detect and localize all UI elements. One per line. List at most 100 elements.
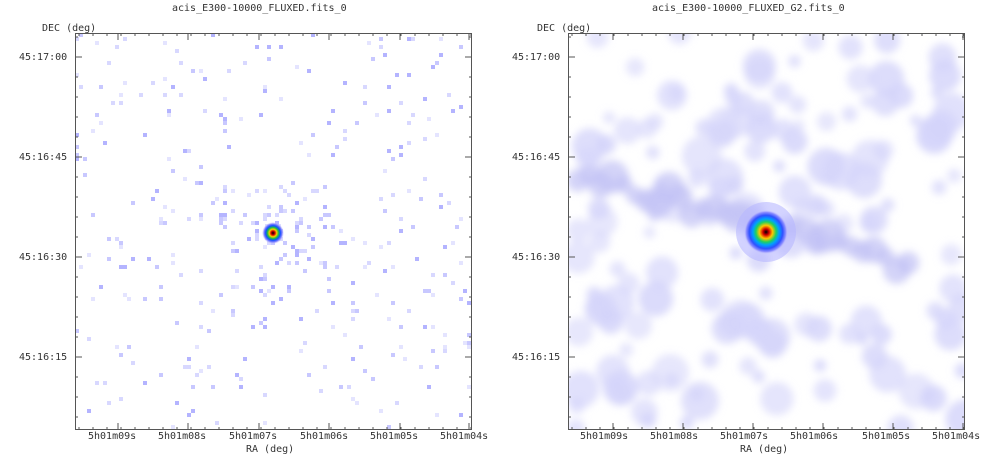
right-y-tick-label: 45:16:45 xyxy=(512,152,561,163)
photon-pixel xyxy=(243,357,247,361)
photon-pixel xyxy=(371,57,375,61)
photon-pixel xyxy=(307,69,311,73)
photon-pixel xyxy=(351,301,355,305)
photon-pixel xyxy=(335,265,339,269)
photon-pixel xyxy=(443,333,447,337)
left-x-tick-label: 5h01m07s xyxy=(229,431,278,442)
photon-pixel xyxy=(143,381,147,385)
photon-pixel xyxy=(379,45,383,49)
photon-pixel xyxy=(215,421,219,425)
photon-pixel xyxy=(399,325,403,329)
emission-blob xyxy=(773,160,786,173)
photon-pixel xyxy=(211,33,215,37)
photon-pixel xyxy=(303,197,307,201)
photon-pixel xyxy=(283,241,287,245)
photon-pixel xyxy=(263,325,267,329)
photon-pixel xyxy=(259,265,263,269)
photon-pixel xyxy=(75,153,79,157)
photon-pixel xyxy=(343,333,347,337)
photon-pixel xyxy=(239,385,243,389)
left-y-tick-label: 45:16:30 xyxy=(19,252,68,263)
photon-pixel xyxy=(151,81,155,85)
photon-pixel xyxy=(399,101,403,105)
photon-pixel xyxy=(263,189,267,193)
photon-pixel xyxy=(331,109,335,113)
photon-pixel xyxy=(315,189,319,193)
photon-pixel xyxy=(351,397,355,401)
right-x-tick-label: 5h01m06s xyxy=(790,431,839,442)
photon-pixel xyxy=(87,253,91,257)
emission-blob xyxy=(668,33,691,45)
photon-pixel xyxy=(255,189,259,193)
photon-pixel xyxy=(199,213,203,217)
photon-pixel xyxy=(127,345,131,349)
emission-blob xyxy=(680,381,720,420)
photon-pixel xyxy=(107,237,111,241)
photon-pixel xyxy=(283,253,287,257)
photon-pixel xyxy=(123,81,127,85)
photon-pixel xyxy=(423,97,427,101)
left-y-tick-label: 45:16:15 xyxy=(19,352,68,363)
photon-pixel xyxy=(323,265,327,269)
emission-blob xyxy=(874,33,901,54)
photon-pixel xyxy=(331,301,335,305)
photon-pixel xyxy=(307,233,311,237)
photon-pixel xyxy=(467,333,471,337)
photon-pixel xyxy=(239,377,243,381)
left-image-frame[interactable] xyxy=(75,33,472,430)
photon-pixel xyxy=(399,145,403,149)
photon-pixel xyxy=(395,401,399,405)
emission-blob xyxy=(609,261,626,278)
photon-pixel xyxy=(159,285,163,289)
photon-pixel xyxy=(155,189,159,193)
photon-pixel xyxy=(343,137,347,141)
emission-blob xyxy=(571,128,608,164)
photon-pixel xyxy=(415,257,419,261)
photon-pixel xyxy=(83,157,87,161)
photon-pixel xyxy=(391,193,395,197)
photon-pixel xyxy=(399,153,403,157)
photon-pixel xyxy=(231,285,235,289)
photon-pixel xyxy=(291,209,295,213)
left-axis-ticks xyxy=(75,33,472,430)
photon-pixel xyxy=(179,61,183,65)
emission-blob xyxy=(603,111,616,124)
emission-blob xyxy=(586,33,609,49)
photon-pixel xyxy=(383,269,387,273)
emission-blob xyxy=(568,418,586,430)
emission-blob xyxy=(947,168,962,183)
photon-pixel xyxy=(131,361,135,365)
photon-pixel xyxy=(279,185,283,189)
photon-pixel xyxy=(351,317,355,321)
photon-pixel xyxy=(223,189,227,193)
photon-pixel xyxy=(411,225,415,229)
photon-pixel xyxy=(199,369,203,373)
photon-pixel xyxy=(427,289,431,293)
right-y-tick-label: 45:16:15 xyxy=(512,352,561,363)
photon-pixel xyxy=(267,213,271,217)
photon-pixel xyxy=(399,345,403,349)
photon-pixel xyxy=(387,425,391,429)
photon-pixel xyxy=(387,85,391,89)
left-x-tick-label: 5h01m05s xyxy=(370,431,419,442)
photon-pixel xyxy=(183,365,187,369)
photon-pixel xyxy=(187,357,191,361)
left-source-blob xyxy=(262,222,284,244)
photon-pixel xyxy=(363,101,367,105)
emission-blob xyxy=(745,111,777,144)
photon-pixel xyxy=(279,205,283,209)
photon-pixel xyxy=(223,117,227,121)
photon-pixel xyxy=(347,385,351,389)
left-frame-border xyxy=(75,33,472,430)
photon-pixel xyxy=(407,189,411,193)
photon-pixel xyxy=(263,317,267,321)
photon-pixel xyxy=(163,221,167,225)
photon-pixel xyxy=(307,153,311,157)
photon-pixel xyxy=(443,349,447,353)
photon-pixel xyxy=(459,217,463,221)
right-image-frame[interactable] xyxy=(568,33,965,430)
emission-blob xyxy=(646,113,664,131)
emission-blob xyxy=(614,174,633,194)
photon-pixel xyxy=(123,265,127,269)
photon-pixel xyxy=(459,413,463,417)
